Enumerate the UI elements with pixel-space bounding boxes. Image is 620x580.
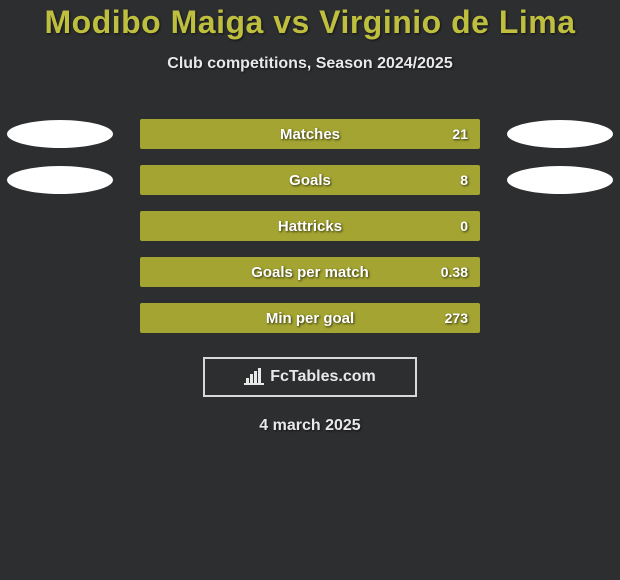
bar-chart-icon [244, 368, 264, 386]
stat-row-goals: Goals 8 [0, 157, 620, 203]
stat-bar: Matches 21 [140, 119, 480, 149]
stat-row-matches: Matches 21 [0, 111, 620, 157]
subtitle: Club competitions, Season 2024/2025 [0, 55, 620, 73]
player-right-marker [507, 166, 613, 194]
player-right-marker [507, 120, 613, 148]
stat-bar-fill [142, 167, 478, 193]
brand-text: FcTables.com [270, 368, 376, 386]
stat-row-min-per-goal: Min per goal 273 [0, 295, 620, 341]
player-left-marker [7, 120, 113, 148]
branding-badge: FcTables.com [203, 357, 417, 397]
stat-bar: Hattricks 0 [140, 211, 480, 241]
comparison-widget: Modibo Maiga vs Virginio de Lima Club co… [0, 0, 620, 435]
stat-bar: Goals per match 0.38 [140, 257, 480, 287]
stat-bar-fill [142, 121, 478, 147]
stat-bar: Min per goal 273 [140, 303, 480, 333]
player-left-marker [7, 166, 113, 194]
page-title: Modibo Maiga vs Virginio de Lima [0, 4, 620, 41]
stat-bar-fill [142, 259, 478, 285]
date-label: 4 march 2025 [0, 417, 620, 435]
stat-row-goals-per-match: Goals per match 0.38 [0, 249, 620, 295]
stat-bar-fill [142, 305, 478, 331]
stat-bar: Goals 8 [140, 165, 480, 195]
stat-bar-fill [142, 213, 478, 239]
stat-row-hattricks: Hattricks 0 [0, 203, 620, 249]
stats-area: Matches 21 Goals 8 Hattricks 0 [0, 111, 620, 341]
